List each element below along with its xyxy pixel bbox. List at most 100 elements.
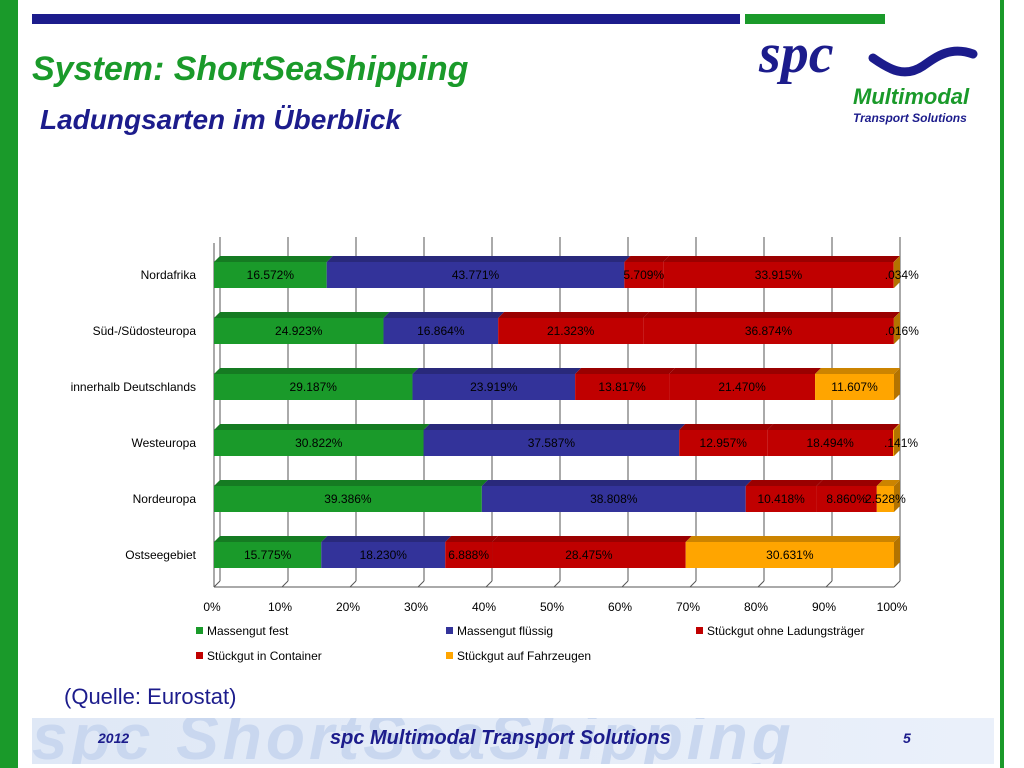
bar-segment	[685, 542, 894, 568]
legend-swatch	[196, 627, 203, 634]
bar-top-face	[445, 536, 499, 542]
bar-segment	[492, 542, 686, 568]
bar-segment	[663, 262, 894, 288]
bar-top-face	[423, 424, 686, 430]
category-axis-labels: Nordafrika Süd-/Südosteuropa innerhalb Deu…	[71, 268, 197, 562]
footer-company: spc Multimodal Transport Solutions	[330, 727, 671, 749]
x-axis-tick-labels: 0% 10% 20% 30% 40% 50% 60% 70% 80% 90% 100%	[203, 600, 907, 614]
bar-value-label: 30.631%	[766, 548, 814, 562]
bar-value-label: 37.587%	[528, 436, 576, 450]
bar-top-face	[685, 536, 900, 542]
legend-label: Stückgut auf Fahrzeugen	[457, 649, 591, 663]
bar-top-face	[669, 368, 822, 374]
bar-segment	[481, 486, 746, 512]
footer-year: 2012	[98, 730, 130, 746]
legend-label: Stückgut in Container	[207, 649, 322, 663]
bar-segment	[326, 262, 625, 288]
x-tick-label: 50%	[540, 600, 564, 614]
bar-top-face	[326, 256, 631, 262]
legend-swatch	[696, 627, 703, 634]
bar-value-label: 13.817%	[598, 380, 646, 394]
top-accent-line	[32, 14, 740, 24]
bar-segment	[423, 430, 680, 456]
bar-top-face	[412, 368, 582, 374]
chart-legend: Massengut fest Massengut flüssig Stückgut …	[196, 624, 864, 663]
bar-value-label: 23.919%	[470, 380, 518, 394]
bar-top-face	[498, 312, 650, 318]
bar-value-label: 16.864%	[417, 324, 465, 338]
bar-value-label: 6.888%	[448, 548, 489, 562]
bar-segment	[575, 374, 670, 400]
bar-segment	[321, 542, 446, 568]
bar-segment	[669, 374, 816, 400]
bar-top-face	[383, 312, 505, 318]
left-accent-bar	[0, 0, 18, 768]
bar-value-label: 21.470%	[718, 380, 766, 394]
grid-line-floor	[689, 580, 697, 588]
bar-segment	[383, 318, 499, 344]
bar-value-label: 15.775%	[244, 548, 292, 562]
bar-top-face	[214, 256, 333, 262]
bar-segment	[876, 486, 894, 512]
bar-value-label: 21.323%	[547, 324, 595, 338]
legend-swatch	[446, 652, 453, 659]
bar-top-face	[214, 368, 419, 374]
bar-value-label: 43.771%	[452, 268, 500, 282]
bar-end-face	[894, 480, 900, 512]
bar-value-label: 36.874%	[745, 324, 793, 338]
category-label: Nordeuropa	[133, 492, 197, 506]
bar-top-face	[893, 256, 901, 262]
bar-top-face	[492, 536, 692, 542]
category-label: innerhalb Deutschlands	[71, 380, 196, 394]
stacked-bar-chart: 16.572% 43.771% 5.709% 33.915% .034% 24.923% 1…	[71, 237, 919, 663]
category-label: Nordafrika	[141, 268, 197, 282]
logo-wordmark: spc	[758, 23, 834, 85]
grid-line-floor	[485, 580, 493, 588]
category-label: Ostseegebiet	[125, 548, 196, 562]
bar-segment	[893, 430, 895, 456]
legend-label: Massengut flüssig	[457, 624, 553, 638]
bar-segment	[214, 318, 384, 344]
bar-value-label: 28.475%	[565, 548, 613, 562]
x-tick-label: 10%	[268, 600, 292, 614]
grid-line-floor	[349, 580, 357, 588]
chart-bars: 16.572% 43.771% 5.709% 33.915% .034% 24.923% 1…	[214, 256, 919, 568]
x-tick-label: 20%	[336, 600, 360, 614]
bar-top-face	[214, 312, 390, 318]
bar-value-label: 30.822%	[295, 436, 343, 450]
logo-line1: Multimodal	[853, 84, 970, 109]
bar-value-label: 12.957%	[700, 436, 748, 450]
bar-segment	[412, 374, 576, 400]
legend-swatch	[446, 627, 453, 634]
x-tick-label: 80%	[744, 600, 768, 614]
legend-swatch	[196, 652, 203, 659]
slide-subtitle: Ladungsarten im Überblick	[40, 104, 401, 135]
slide-title: System: ShortSeaShipping	[32, 50, 469, 88]
bar-top-face	[876, 480, 900, 486]
bar-top-face	[663, 256, 900, 262]
bar-value-label: 33.915%	[755, 268, 803, 282]
bar-top-face	[893, 312, 900, 318]
bar-segment	[214, 542, 322, 568]
bar-segment	[767, 430, 894, 456]
bar-segment	[214, 262, 327, 288]
bar-value-label: 24.923%	[275, 324, 323, 338]
bar-top-face	[643, 312, 900, 318]
top-accent-line-green	[745, 14, 885, 24]
x-tick-label: 90%	[812, 600, 836, 614]
bar-top-face	[745, 480, 823, 486]
category-label: Westeuropa	[132, 436, 197, 450]
bar-top-face	[214, 536, 328, 542]
bar-segment	[745, 486, 817, 512]
bar-value-label: .034%	[885, 268, 919, 282]
grid-line-floor	[621, 580, 629, 588]
legend-label: Massengut fest	[207, 624, 289, 638]
bar-segment	[214, 486, 482, 512]
grid-line-floor	[825, 580, 833, 588]
legend-label: Stückgut ohne Ladungsträger	[707, 624, 864, 638]
bar-end-face	[894, 312, 900, 344]
category-label: Süd-/Südosteuropa	[93, 324, 197, 338]
bar-top-face	[575, 368, 676, 374]
x-tick-label: 60%	[608, 600, 632, 614]
x-tick-label: 40%	[472, 600, 496, 614]
